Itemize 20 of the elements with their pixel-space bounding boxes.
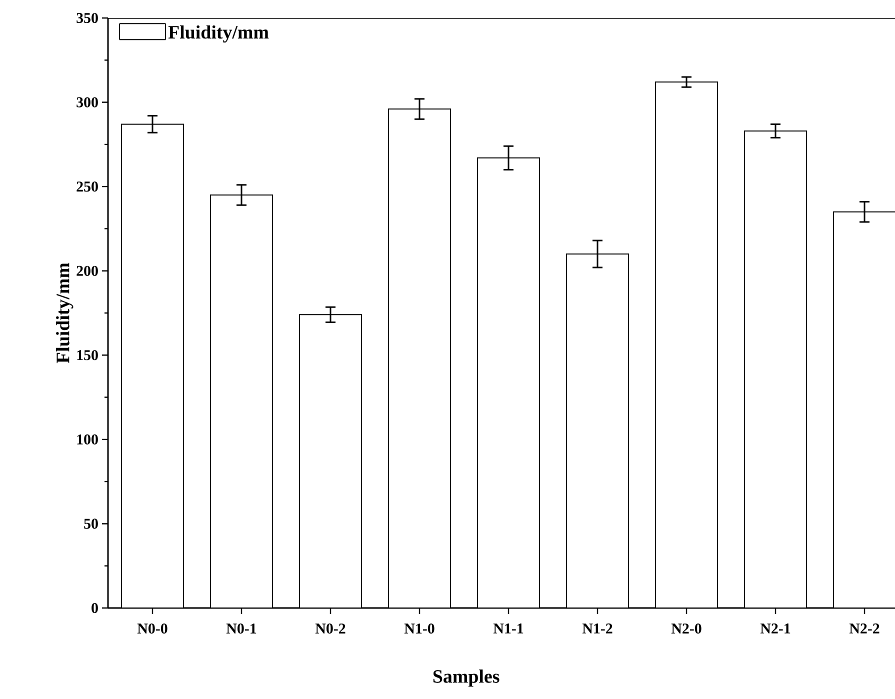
y-axis-title: Fluidity/mm — [56, 262, 74, 364]
x-tick-label: N1-0 — [404, 624, 434, 634]
x-tick-label: N0-0 — [137, 624, 168, 634]
y-tick-label: 150 — [77, 350, 98, 360]
x-tick-label: N2-0 — [671, 624, 702, 634]
x-tick-label: N0-1 — [226, 624, 256, 634]
y-tick-label: 100 — [77, 434, 98, 444]
y-tick-label: 300 — [76, 97, 98, 108]
x-tick-label: N1-1 — [493, 624, 524, 634]
x-tick-label: N2-1 — [760, 624, 790, 634]
text: Fluidity/mm — [168, 25, 269, 43]
y-tick-label: 350 — [76, 12, 98, 24]
x-tick-label: N1-2 — [582, 624, 612, 634]
y-tick-label: 0 — [92, 602, 98, 614]
y-tick-label: 50 — [84, 518, 98, 529]
y-tick-label: 250 — [76, 182, 98, 192]
y-tick-label: 200 — [76, 266, 98, 276]
x-axis-title: Samples — [433, 670, 500, 687]
x-tick-label: N0-2 — [315, 624, 346, 634]
x-tick-label: N2-2 — [849, 624, 880, 634]
